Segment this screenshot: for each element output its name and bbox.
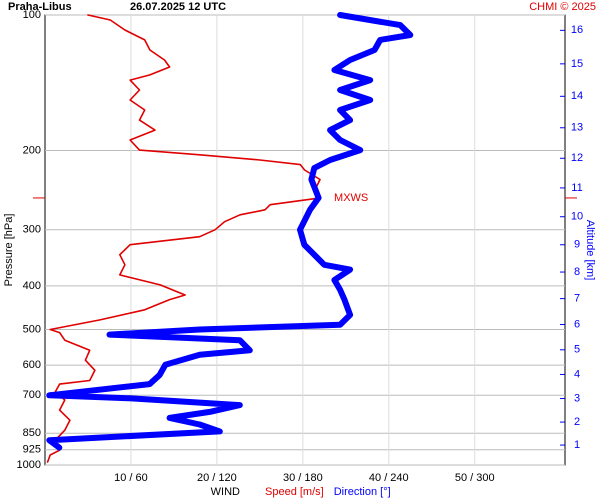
- x-tick-label: 50 / 300: [455, 472, 495, 484]
- y2-axis-label: Altitude [km]: [584, 220, 596, 281]
- x-tick-label: 10 / 60: [114, 472, 148, 484]
- y2-tick-label: 5: [574, 344, 580, 356]
- series-line: [49, 15, 555, 455]
- y2-tick-label: 1: [574, 439, 580, 451]
- y-axis-label: Pressure [hPa]: [3, 214, 15, 287]
- y-tick-label: 925: [23, 444, 41, 456]
- y-tick-label: 300: [23, 224, 41, 236]
- series-line: [46, 14, 321, 463]
- y2-tick-label: 7: [574, 293, 580, 305]
- y2-tick-label: 2: [574, 416, 580, 428]
- y2-tick-label: 11: [571, 182, 582, 194]
- y-tick-label: 600: [23, 359, 41, 371]
- y-tick-label: 200: [23, 144, 41, 156]
- y-tick-label: 700: [23, 389, 41, 401]
- y-tick-label: 500: [23, 323, 41, 335]
- y-tick-label: 400: [23, 280, 41, 292]
- x-tick-label: 40 / 240: [369, 472, 409, 484]
- legend-entry: Speed [m/s]: [265, 486, 324, 498]
- chart-title: Praha-Libus: [8, 1, 72, 13]
- y2-tick-label: 10: [571, 211, 583, 223]
- y2-tick-label: 4: [574, 368, 580, 380]
- x-tick-label: 20 / 120: [197, 472, 237, 484]
- annotation: MXWS: [334, 192, 368, 204]
- y2-tick-label: 15: [571, 58, 583, 70]
- y-tick-label: 850: [23, 427, 41, 439]
- y2-tick-label: 12: [571, 152, 583, 164]
- y2-tick-label: 3: [574, 392, 580, 404]
- credit: CHMI © 2025: [529, 1, 596, 13]
- legend-entry: Direction [°]: [334, 486, 391, 498]
- y2-tick-label: 8: [574, 266, 580, 278]
- x-tick-label: 30 / 180: [283, 472, 323, 484]
- y2-tick-label: 6: [574, 318, 580, 330]
- y-tick-label: 1000: [17, 459, 41, 471]
- y2-tick-label: 13: [571, 122, 583, 134]
- y2-tick-label: 9: [574, 239, 580, 251]
- y2-tick-label: 14: [571, 90, 583, 102]
- y-tick-label: 100: [23, 9, 41, 21]
- y2-tick-label: 16: [571, 24, 583, 36]
- chart-subtitle: 26.07.2025 12 UTC: [130, 1, 226, 13]
- x-axis-label: WIND: [211, 486, 240, 498]
